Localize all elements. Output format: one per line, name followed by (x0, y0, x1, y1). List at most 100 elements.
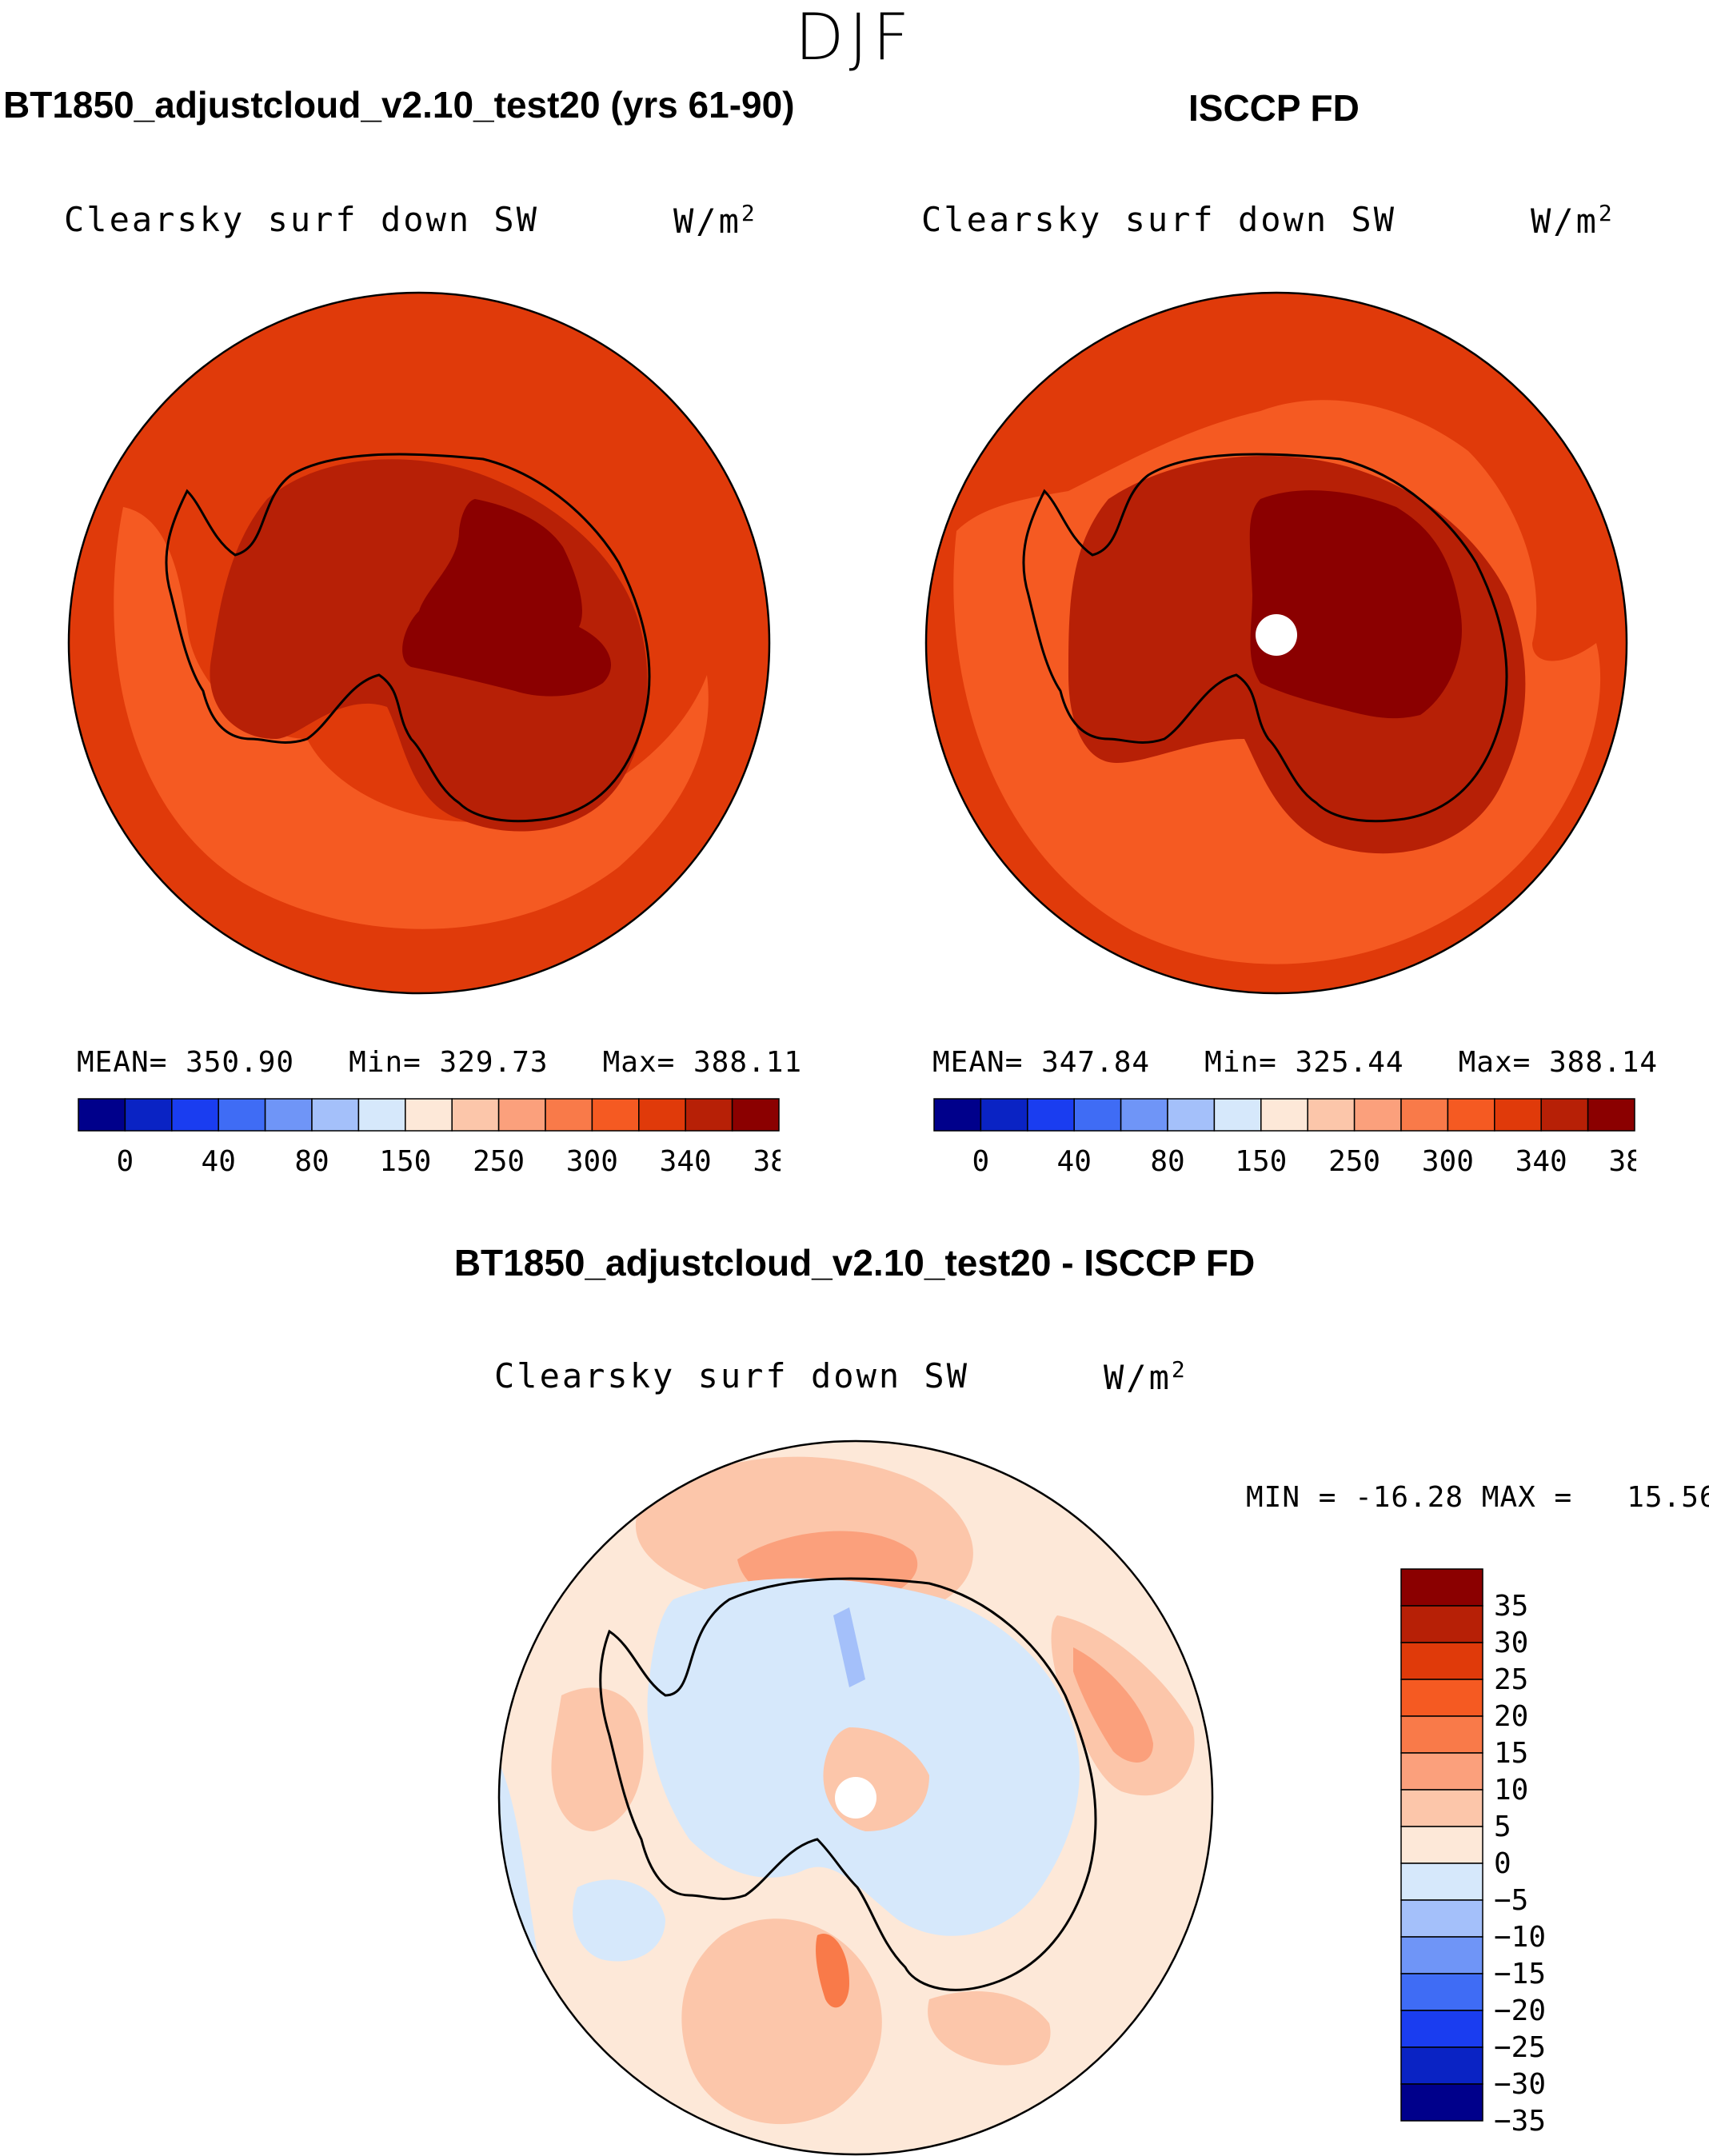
colorbar-swatch (1447, 1098, 1495, 1132)
colorbar-swatch (1400, 1605, 1483, 1643)
colorbar-tick-label: 25 (1494, 1663, 1528, 1696)
colorbar-swatch (638, 1098, 686, 1132)
colorbar-swatch (1400, 2010, 1483, 2048)
colorbar-swatch (405, 1098, 453, 1132)
colorbar-tick-label: 20 (1494, 1700, 1528, 1733)
colorbar-swatch (1073, 1098, 1122, 1132)
colorbar-swatch (1120, 1098, 1168, 1132)
colorbar-tick-label: 0 (1494, 1847, 1511, 1880)
colorbar-swatch (1400, 2083, 1483, 2122)
obs-interior-field (1249, 490, 1462, 719)
colorbar-swatch (1400, 1826, 1483, 1864)
diff-stats: MIN = -16.28 MAX = 15.56 (1246, 1481, 1709, 1514)
colorbar-swatch (980, 1098, 1028, 1132)
obs-coastline (1022, 453, 1508, 823)
colorbar-tick-label: 340 (1515, 1145, 1567, 1177)
colorbar-swatch (1260, 1098, 1308, 1132)
colorbar-tick-label: 380 (753, 1145, 781, 1177)
colorbar-swatch (1400, 1936, 1483, 1974)
colorbar-swatch (545, 1098, 593, 1132)
obs-colorbar: 0 40 80 150 250 300 340 380 (933, 1098, 1636, 1177)
diff-variable-label: Clearsky surf down SW (494, 1356, 970, 1395)
model-coastline (165, 453, 651, 823)
colorbar-swatch (1400, 1679, 1483, 1717)
obs-units-label: W/m2 (1531, 200, 1615, 241)
colorbar-tick-label: 0 (972, 1145, 990, 1177)
colorbar-swatch (171, 1098, 219, 1132)
colorbar-tick-label: 30 (1494, 1627, 1528, 1659)
model-polar-map (67, 291, 771, 995)
diff-positive-west (551, 1687, 644, 1831)
colorbar-swatch (1400, 1715, 1483, 1754)
colorbar-tick-label: 80 (294, 1145, 329, 1177)
colorbar-swatch (591, 1098, 640, 1132)
colorbar-tick-label: 150 (379, 1145, 431, 1177)
colorbar-tick-label: 40 (1057, 1145, 1092, 1177)
model-colorbar: 0 40 80 150 250 300 340 380 (78, 1098, 781, 1177)
colorbar-swatch (1400, 1863, 1483, 1901)
colorbar-tick-label: 250 (1328, 1145, 1380, 1177)
diff-negative-streak (833, 1607, 865, 1687)
colorbar-swatch (1587, 1098, 1635, 1132)
colorbar-tick-label: 300 (566, 1145, 618, 1177)
obs-polar-map (924, 291, 1628, 995)
colorbar-swatch (1400, 1789, 1483, 1827)
diff-positive-east-core (1073, 1647, 1153, 1763)
colorbar-swatch (933, 1098, 982, 1132)
colorbar-swatch (124, 1098, 173, 1132)
colorbar-tick-label: −25 (1494, 2031, 1546, 2064)
colorbar-tick-label: 300 (1422, 1145, 1474, 1177)
model-variable-label: Clearsky surf down SW (64, 200, 540, 239)
obs-stats: MEAN= 347.84 Min= 325.44 Max= 388.14 (932, 1046, 1659, 1079)
colorbar-swatch (1400, 1642, 1483, 1680)
colorbar-swatch (1400, 1973, 1483, 2011)
colorbar-tick-label: 380 (1608, 1145, 1636, 1177)
colorbar-tick-label: 150 (1235, 1145, 1287, 1177)
colorbar-swatch (451, 1098, 500, 1132)
colorbar-tick-label: −10 (1494, 1921, 1546, 1954)
colorbar-tick-label: 5 (1494, 1811, 1511, 1843)
colorbar-tick-label: −15 (1494, 1958, 1546, 1990)
diff-polar-map (497, 1439, 1214, 2156)
colorbar-swatch (731, 1098, 780, 1132)
colorbar-swatch (685, 1098, 733, 1132)
colorbar-swatch (1167, 1098, 1216, 1132)
diff-coastline (599, 1577, 1097, 1991)
colorbar-tick-label: 340 (660, 1145, 712, 1177)
colorbar-tick-label: 0 (117, 1145, 134, 1177)
colorbar-swatch (1027, 1098, 1075, 1132)
colorbar-tick-label: 80 (1150, 1145, 1184, 1177)
colorbar-tick-label: 15 (1494, 1737, 1528, 1770)
colorbar-swatch (311, 1098, 360, 1132)
colorbar-swatch (78, 1098, 126, 1132)
colorbar-swatch (1540, 1098, 1589, 1132)
model-panel-title: BT1850_adjustcloud_v2.10_test20 (yrs 61-… (3, 84, 795, 126)
colorbar-tick-label: −35 (1494, 2105, 1546, 2138)
colorbar-tick-label: −30 (1494, 2068, 1546, 2101)
colorbar-tick-label: 35 (1494, 1590, 1528, 1623)
colorbar-swatch (264, 1098, 313, 1132)
colorbar-swatch (1400, 1098, 1449, 1132)
obs-panel-title: ISCCP FD (1188, 87, 1360, 129)
diff-positive-south-core (816, 1934, 849, 2008)
colorbar-swatch (218, 1098, 266, 1132)
diff-units-label: W/m2 (1104, 1356, 1188, 1397)
diff-positive-southeast (928, 1991, 1051, 2066)
colorbar-swatch (1400, 1899, 1483, 1938)
colorbar-tick-label: 40 (202, 1145, 236, 1177)
colorbar-swatch (1353, 1098, 1402, 1132)
diff-negative-southwest (573, 1879, 665, 1962)
colorbar-swatch (1400, 1568, 1483, 1607)
colorbar-swatch (497, 1098, 546, 1132)
diff-pole-hole (835, 1777, 876, 1819)
colorbar-swatch (357, 1098, 406, 1132)
colorbar-swatch (1494, 1098, 1542, 1132)
diff-panel-title: BT1850_adjustcloud_v2.10_test20 - ISCCP … (453, 1242, 1256, 1284)
colorbar-swatch (1213, 1098, 1262, 1132)
model-units-label: W/m2 (673, 200, 757, 241)
model-interior-field (402, 499, 611, 697)
model-stats: MEAN= 350.90 Min= 329.73 Max= 388.11 (77, 1046, 803, 1079)
colorbar-tick-label: −20 (1494, 1994, 1546, 2027)
obs-pole-hole (1256, 614, 1297, 656)
season-title: DJF (794, 0, 915, 74)
